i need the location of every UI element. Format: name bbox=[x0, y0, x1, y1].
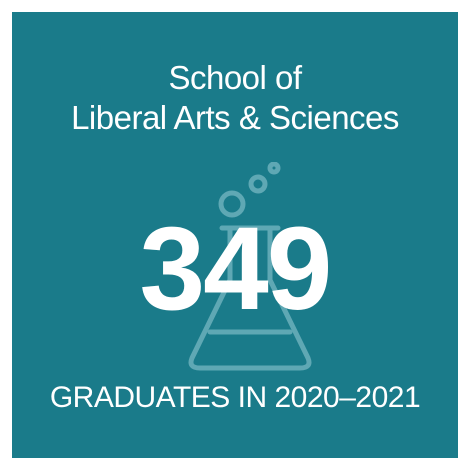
flask-icon bbox=[188, 162, 312, 371]
school-title-line-1: School of bbox=[168, 59, 302, 96]
graduates-caption: GRADUATES IN 2020–2021 bbox=[49, 381, 421, 414]
stat-card: School of Liberal Arts & Sciences 349 GR… bbox=[12, 12, 458, 458]
school-title: School of Liberal Arts & Sciences bbox=[12, 58, 458, 138]
graduates-count: 349 bbox=[139, 203, 333, 335]
school-title-line-2: Liberal Arts & Sciences bbox=[71, 99, 399, 136]
